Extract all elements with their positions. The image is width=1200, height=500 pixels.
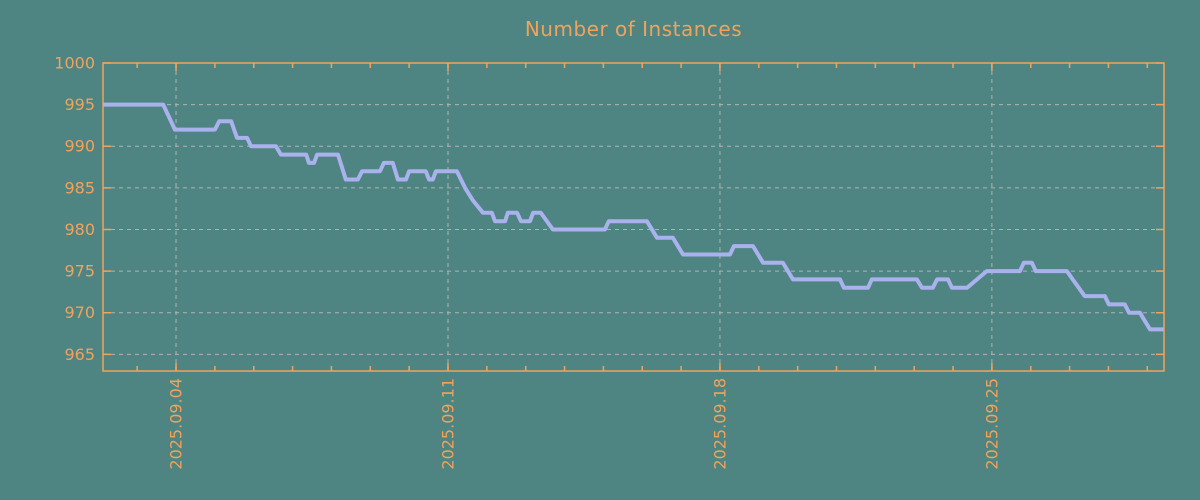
y-tick-label: 965 <box>64 345 95 364</box>
y-tick-label: 990 <box>64 137 95 156</box>
x-tick-label: 2025.09.25 <box>982 378 1001 470</box>
chart-title: Number of Instances <box>524 17 743 41</box>
y-tick-label: 995 <box>64 95 95 114</box>
y-tick-label: 980 <box>64 220 95 239</box>
y-tick-label: 985 <box>64 178 95 197</box>
plot-border <box>102 62 1165 372</box>
x-tick-label: 2025.09.18 <box>710 378 729 470</box>
y-tick-label: 1000 <box>54 54 95 73</box>
series-line-instances <box>103 102 1164 332</box>
y-tick-label: 970 <box>64 303 95 322</box>
y-tick-label: 975 <box>64 262 95 281</box>
x-tick-label: 2025.09.11 <box>438 378 457 470</box>
x-tick-label: 2025.09.04 <box>167 378 186 470</box>
